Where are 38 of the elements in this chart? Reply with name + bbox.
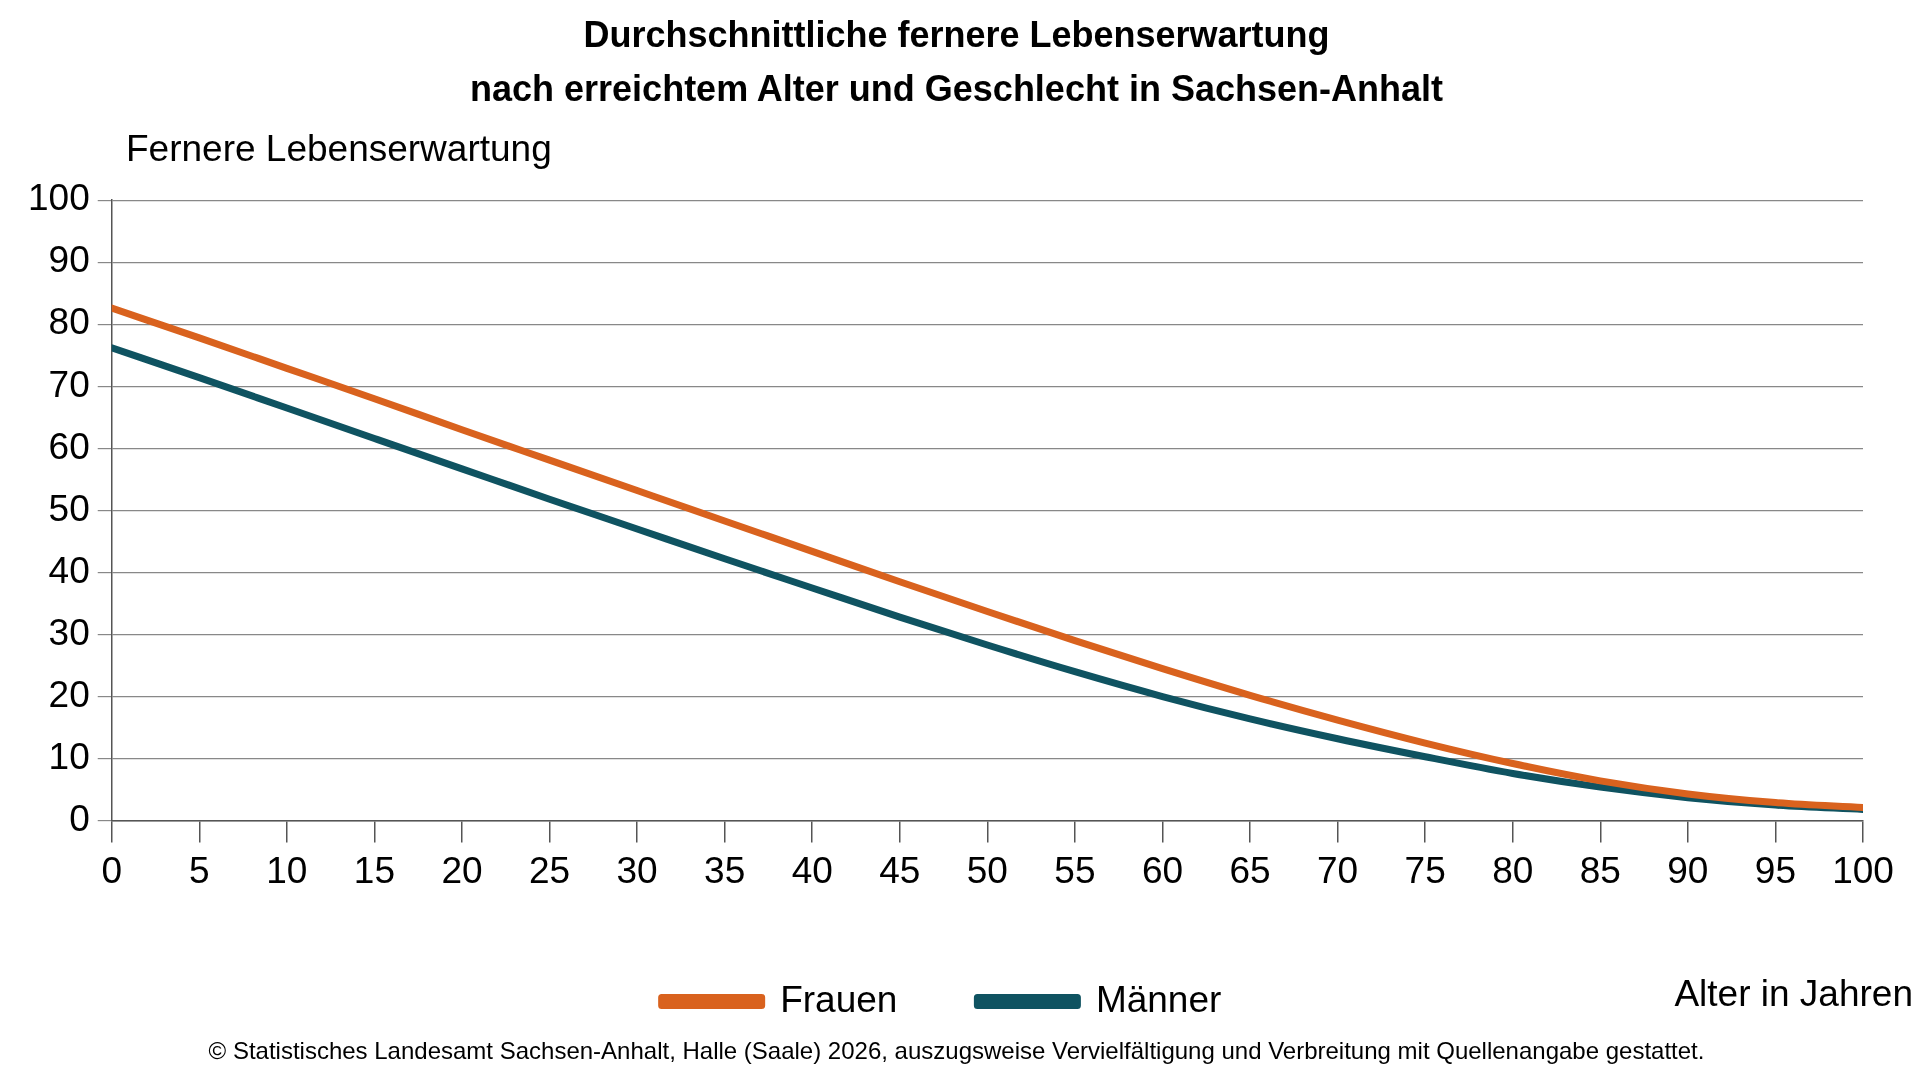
x-tick-label: 30 xyxy=(616,850,658,891)
x-tick-label: 85 xyxy=(1579,850,1621,891)
y-tick-label: 20 xyxy=(48,673,90,715)
legend-label: Männer xyxy=(1095,978,1222,1020)
y-tick-label: 60 xyxy=(48,425,90,467)
x-tick-label: 5 xyxy=(189,850,210,891)
chart-title: Durchschnittliche fernere Lebenserwartung nach erreichtem Alter und Geschlecht in Sachsen-Anhalt xyxy=(469,13,1444,111)
y-tick-label: 30 xyxy=(48,611,90,653)
x-tick-label: 90 xyxy=(1667,850,1709,891)
x-tick-label: 35 xyxy=(704,850,746,891)
x-tick-label: 80 xyxy=(1492,850,1534,891)
x-tick-label: 25 xyxy=(528,850,571,891)
x-tick-label: 15 xyxy=(353,850,395,891)
y-tick-label: 0 xyxy=(69,797,90,839)
x-tick-label: 75 xyxy=(1404,850,1446,891)
y-axis-title: Fernere Lebenserwartung xyxy=(126,128,552,170)
x-tick-label: 20 xyxy=(441,850,483,891)
y-tick-label: 80 xyxy=(48,301,90,343)
y-tick-label: 40 xyxy=(48,549,90,591)
y-tick-label: 90 xyxy=(48,239,90,281)
x-axis-title: Alter in Jahren xyxy=(1674,973,1913,1015)
x-tick-label: 0 xyxy=(101,850,123,891)
x-tick-label: 55 xyxy=(1054,850,1096,891)
x-tick-label: 65 xyxy=(1229,850,1271,891)
y-tick-label: 70 xyxy=(48,363,90,405)
x-tick-label: 45 xyxy=(879,850,921,891)
y-tick-label: 100 xyxy=(28,177,90,219)
text: © Statistisches Landesamt Sachsen-Anhalt, Halle (Saale) 2026, auszugsweise Vervielfältigung und Verbreitung mit Quellenangabe gestattet. xyxy=(207,1037,1706,1065)
x-tick-label: 100 xyxy=(1832,850,1894,891)
x-tick-label: 50 xyxy=(966,850,1008,891)
y-tick-label: 10 xyxy=(48,735,90,777)
x-tick-label: 10 xyxy=(266,850,308,891)
legend-label: Frauen xyxy=(780,978,898,1020)
x-tick-label: 95 xyxy=(1754,850,1797,891)
x-tick-label: 60 xyxy=(1141,850,1184,891)
x-tick-label: 40 xyxy=(791,850,833,891)
x-tick-label: 70 xyxy=(1317,850,1359,891)
y-tick-label: 50 xyxy=(48,487,90,529)
